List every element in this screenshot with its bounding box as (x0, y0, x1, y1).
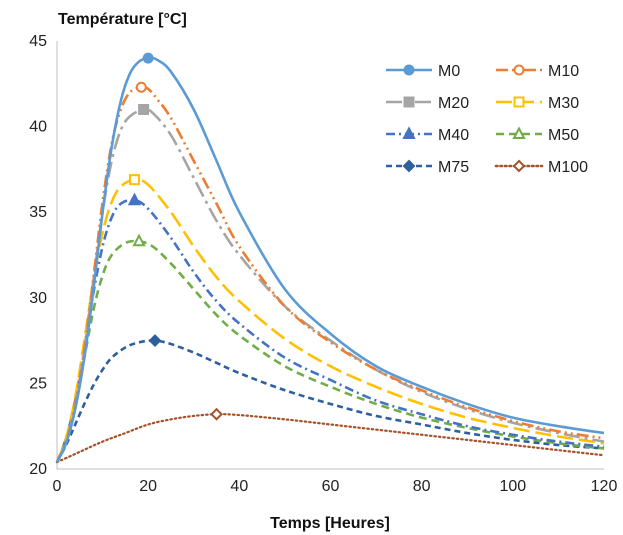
x-tick-label: 20 (139, 478, 157, 495)
series-line-m100 (55, 413, 606, 464)
legend-item-m30: M30 (496, 95, 579, 112)
axis-ticks: 20 25 30 35 40 45 0 20 40 60 80 100 120 (29, 33, 617, 495)
legend-label-m0: M0 (438, 63, 460, 80)
x-tick-label: 40 (230, 478, 248, 495)
legend-label-m30: M30 (548, 95, 579, 112)
legend-marker-m100 (512, 159, 526, 173)
x-tick-label: 60 (322, 478, 340, 495)
x-tick-label: 0 (53, 478, 62, 495)
legend-label-m50: M50 (548, 127, 579, 144)
series-line-m20 (55, 107, 605, 463)
series-line-m75 (55, 339, 605, 463)
series-line-m40 (55, 198, 605, 463)
legend-label-m40: M40 (438, 127, 469, 144)
series-marker-m0 (142, 52, 154, 64)
legend-marker-m0 (403, 64, 415, 76)
legend-label-m75: M75 (438, 159, 469, 176)
x-tick-label: 100 (499, 478, 526, 495)
legend-marker-m10 (513, 64, 525, 76)
y-tick-label: 45 (29, 33, 47, 50)
legend-item-m40: M40 (386, 126, 469, 144)
series-marker-m10 (135, 81, 147, 93)
series-marker-m30 (128, 174, 140, 186)
series-marker-m20 (138, 103, 150, 115)
legend-item-m50: M50 (496, 126, 579, 144)
series-line-m10 (55, 85, 605, 463)
y-tick-label: 35 (29, 204, 47, 221)
legend-label-m20: M20 (438, 95, 469, 112)
legend-label-m100: M100 (548, 159, 588, 176)
y-tick-label: 30 (29, 290, 47, 307)
series-m10 (55, 81, 605, 463)
series-line-m0 (55, 56, 605, 463)
legend-item-m0: M0 (386, 63, 460, 80)
y-axis-title: Température [°C] (58, 11, 187, 28)
series-marker-m100 (210, 407, 223, 421)
legend-item-m100: M100 (494, 159, 588, 176)
y-tick-label: 20 (29, 461, 47, 478)
y-tick-label: 25 (29, 375, 47, 392)
legend-item-m10: M10 (496, 63, 579, 80)
legend-marker-m30 (513, 96, 525, 108)
legend-label-m10: M10 (548, 63, 579, 80)
series-layer (55, 52, 606, 464)
series-marker-m50 (132, 233, 146, 247)
legend-marker-m75 (402, 159, 416, 173)
series-m0 (55, 52, 605, 463)
legend-marker-m40 (402, 126, 416, 139)
legend-item-m75: M75 (386, 159, 469, 176)
y-tick-label: 40 (29, 119, 47, 136)
series-m20 (55, 103, 605, 463)
x-axis-title: Temps [Heures] (270, 515, 390, 532)
series-marker-m40 (127, 192, 142, 206)
series-m75 (55, 334, 605, 463)
legend-marker-m20 (403, 96, 415, 108)
legend-marker-m50 (512, 126, 526, 139)
x-tick-label: 80 (413, 478, 431, 495)
series-m100 (55, 407, 606, 464)
legend: M0 M10 M20 M30 M40 M50 M75 M100 (386, 63, 588, 176)
x-tick-label: 120 (591, 478, 618, 495)
series-marker-m75 (148, 334, 162, 348)
series-m40 (55, 192, 605, 463)
legend-item-m20: M20 (386, 95, 469, 112)
